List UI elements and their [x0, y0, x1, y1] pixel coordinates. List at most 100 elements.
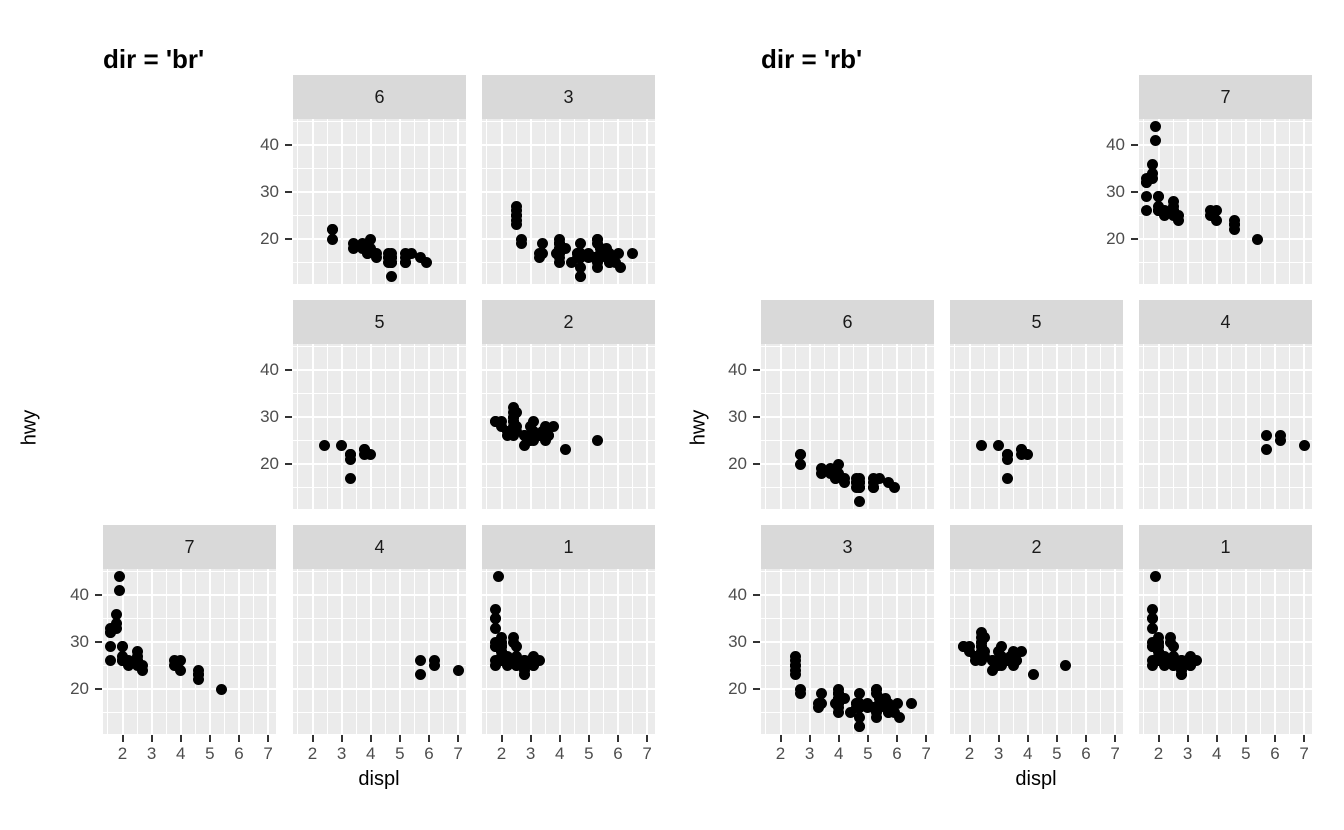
gridline-major-v: [925, 344, 928, 509]
gridline-major-v: [1215, 344, 1218, 509]
x-tick-mark: [968, 735, 971, 742]
gridline-major-v: [311, 119, 314, 284]
gridline-major-h: [293, 594, 466, 597]
y-axis-title: hwy: [18, 409, 41, 446]
data-point: [1001, 453, 1013, 465]
data-point: [1028, 669, 1040, 681]
x-tick-label: 2: [964, 744, 975, 763]
facet-strip-3: 3: [761, 525, 934, 569]
gridline-major-v: [779, 344, 782, 509]
gridline-major-h: [293, 416, 466, 419]
gridline-major-v: [1026, 344, 1029, 509]
gridline-major-h: [482, 416, 655, 419]
x-tick-label: 6: [234, 744, 244, 763]
gridline-minor-v: [632, 344, 634, 509]
gridline-major-v: [1157, 344, 1160, 509]
gridline-minor-h: [103, 571, 276, 573]
y-tick-mark: [753, 688, 760, 690]
gridline-minor-v: [486, 344, 488, 509]
data-point: [1016, 444, 1028, 456]
gridline-minor-v: [1070, 344, 1072, 509]
data-point: [1007, 646, 1019, 657]
x-tick-label: 5: [584, 744, 594, 763]
gridline-major-v: [837, 344, 840, 509]
data-point: [891, 697, 903, 709]
data-point: [406, 247, 418, 259]
data-point: [600, 242, 612, 254]
gridline-minor-v: [1012, 344, 1014, 509]
gridline-major-h: [1139, 594, 1312, 597]
data-point: [595, 242, 607, 254]
data-point: [192, 669, 204, 681]
x-tick-mark: [896, 735, 898, 742]
data-point: [554, 242, 566, 254]
data-point: [987, 655, 999, 667]
x-tick-mark: [1303, 735, 1306, 742]
gridline-minor-h: [1139, 261, 1312, 263]
gridline-minor-h: [293, 121, 466, 123]
data-point: [850, 481, 862, 493]
gridline-major-v: [1244, 569, 1247, 734]
gridline-major-v: [1114, 569, 1117, 734]
gridline-minor-h: [103, 618, 276, 620]
data-point: [1150, 571, 1162, 582]
data-point: [1260, 444, 1272, 456]
facet-panel-5: [293, 344, 466, 509]
y-tick-label: 30: [728, 632, 747, 652]
gridline-minor-v: [573, 119, 575, 284]
x-tick-mark: [1026, 735, 1029, 742]
gridline-minor-v: [1143, 344, 1145, 509]
gridline-minor-v: [602, 569, 604, 734]
data-point: [359, 444, 371, 456]
y-axis-title: hwy: [687, 409, 710, 446]
data-point: [574, 261, 586, 273]
gridline-minor-h: [293, 665, 466, 667]
gridline-minor-v: [823, 344, 825, 509]
data-point: [356, 242, 368, 254]
gridline-major-h: [103, 594, 276, 597]
gridline-major-h: [761, 416, 934, 419]
x-tick-mark: [428, 735, 430, 742]
facet-strip-label: 7: [184, 536, 195, 557]
y-tick-mark: [753, 416, 760, 419]
data-point: [853, 496, 865, 507]
facet-strip-4: 4: [1139, 300, 1312, 344]
y-tick-mark: [285, 191, 292, 194]
data-point: [528, 660, 540, 672]
facet-strip-label: 7: [1220, 86, 1231, 107]
gridline-major-v: [1114, 344, 1117, 509]
gridline-major-h: [1139, 416, 1312, 419]
data-point: [603, 256, 615, 268]
gridline-major-h: [482, 641, 655, 644]
facet-strip-7: 7: [103, 525, 276, 569]
gridline-minor-h: [950, 440, 1123, 442]
y-tick-mark: [285, 463, 292, 465]
gridline-minor-h: [293, 618, 466, 620]
gridline-minor-h: [761, 618, 934, 620]
x-tick-mark: [238, 735, 240, 742]
facet-strip-label: 5: [374, 311, 385, 332]
gridline-major-v: [1085, 344, 1087, 509]
data-point: [1147, 622, 1159, 634]
facet-strip-5: 5: [293, 300, 466, 344]
gridline-minor-h: [1139, 711, 1312, 713]
x-tick-label: 4: [366, 744, 376, 763]
gridline-minor-v: [355, 569, 357, 734]
x-tick-label: 2: [1153, 744, 1164, 763]
data-point: [795, 688, 807, 700]
data-point: [1167, 210, 1179, 222]
data-point: [906, 697, 918, 709]
data-point: [1167, 655, 1179, 667]
gridline-major-h: [950, 416, 1123, 419]
x-tick-mark: [646, 735, 649, 742]
facet-panel-3: [482, 119, 655, 284]
gridline-minor-h: [293, 215, 466, 217]
gridline-minor-v: [1201, 344, 1203, 509]
gridline-minor-v: [881, 569, 883, 734]
gridline-major-v: [808, 569, 811, 734]
x-tick-label: 7: [921, 744, 931, 763]
gridline-minor-v: [881, 344, 883, 509]
data-point: [490, 613, 502, 625]
x-tick-label: 5: [1241, 744, 1251, 763]
gridline-major-v: [1215, 119, 1218, 284]
